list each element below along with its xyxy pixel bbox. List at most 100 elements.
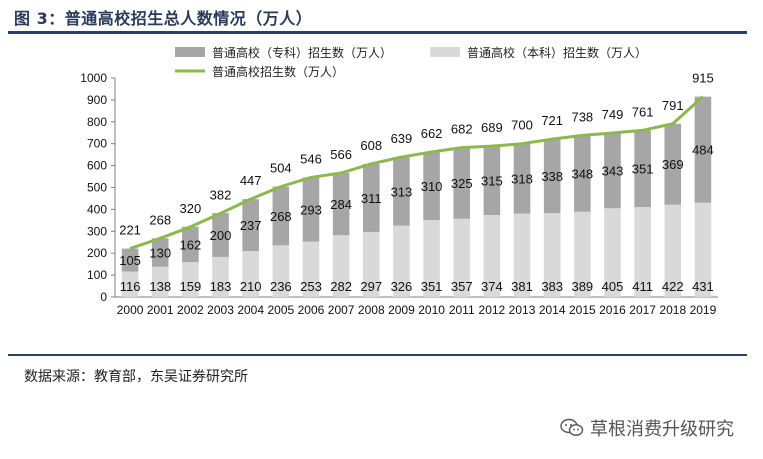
bar-vocational (574, 135, 591, 212)
title-rule (8, 31, 747, 34)
bar-vocational (664, 123, 682, 205)
y-tick-label: 300 (87, 224, 107, 238)
data-label-total: 608 (360, 138, 382, 153)
bar-bachelor (212, 256, 229, 297)
data-label-vocational: 484 (692, 143, 714, 158)
x-tick-label: 2012 (479, 303, 506, 317)
bar-bachelor (513, 213, 531, 297)
bar-vocational (513, 143, 531, 214)
data-label-vocational: 311 (361, 191, 382, 206)
data-label-total: 221 (119, 223, 141, 238)
bar-vocational (272, 186, 290, 246)
data-label-total: 504 (270, 161, 292, 176)
y-tick-label: 1000 (80, 71, 107, 85)
data-label-bachelor: 351 (421, 279, 443, 294)
bar-bachelor (543, 213, 561, 297)
x-tick-label: 2016 (599, 303, 626, 317)
y-tick-label: 700 (87, 137, 107, 151)
y-tick-label: 100 (87, 268, 107, 282)
data-label-total: 682 (451, 122, 473, 137)
data-label-vocational: 338 (541, 169, 563, 184)
data-label-vocational: 284 (330, 197, 352, 212)
x-tick-label: 2018 (659, 303, 686, 317)
data-label-bachelor: 236 (270, 279, 292, 294)
bar-vocational (483, 146, 501, 216)
data-label-vocational: 351 (632, 162, 654, 177)
data-label-total: 915 (692, 71, 714, 86)
y-tick-label: 900 (87, 93, 107, 107)
data-label-total: 761 (632, 104, 654, 119)
data-label-bachelor: 210 (240, 279, 262, 294)
data-label-bachelor: 381 (511, 279, 533, 294)
bar-vocational (634, 130, 651, 207)
bar-vocational (302, 177, 320, 242)
x-tick-label: 2009 (388, 303, 415, 317)
data-label-total: 791 (662, 98, 684, 113)
data-label-bachelor: 422 (662, 279, 684, 294)
data-label-vocational: 325 (451, 176, 473, 191)
x-tick-label: 2000 (117, 303, 144, 317)
data-label-total: 566 (330, 147, 352, 162)
legend-item-bachelor-swatch (430, 47, 460, 57)
bar-vocational (182, 226, 199, 263)
bar-vocational (694, 96, 712, 203)
bar-bachelor (634, 206, 651, 297)
data-label-vocational: 162 (180, 237, 202, 252)
x-tick-label: 2008 (358, 303, 385, 317)
bar-bachelor (332, 235, 350, 297)
total-line (129, 95, 704, 251)
data-label-vocational: 348 (571, 167, 593, 182)
data-label-total: 546 (300, 151, 322, 166)
x-tick-label: 2014 (539, 303, 566, 317)
source-rule (8, 354, 747, 356)
data-label-total: 700 (511, 118, 533, 133)
bar-vocational (212, 213, 229, 257)
legend-item-vocational-swatch (175, 47, 205, 57)
data-label-bachelor: 411 (632, 279, 653, 294)
y-tick-label: 400 (87, 202, 107, 216)
x-tick-label: 2011 (449, 303, 475, 317)
data-label-vocational: 315 (481, 174, 503, 189)
bar-vocational (393, 157, 410, 226)
bar-bachelor (664, 204, 682, 297)
bar-vocational (121, 248, 139, 272)
data-label-bachelor: 405 (602, 279, 624, 294)
data-label-bachelor: 431 (692, 279, 714, 294)
legend-item-bachelor: 普通高校（本科）招生数（万人） (467, 45, 647, 60)
data-label-bachelor: 116 (120, 279, 141, 294)
data-label-total: 662 (421, 126, 443, 141)
data-label-bachelor: 183 (210, 279, 232, 294)
data-label-total: 749 (602, 107, 624, 122)
bar-vocational (604, 133, 621, 209)
data-label-bachelor: 389 (571, 279, 593, 294)
data-label-total: 382 (210, 187, 232, 202)
bar-bachelor (423, 220, 440, 297)
bar-vocational (543, 139, 561, 214)
bar-bachelor (453, 218, 471, 297)
data-label-vocational: 310 (421, 179, 443, 194)
bar-bachelor (483, 215, 501, 297)
x-tick-label: 2007 (328, 303, 355, 317)
data-label-total: 721 (541, 113, 563, 128)
x-tick-label: 2015 (569, 303, 596, 317)
x-tick-label: 2003 (207, 303, 234, 317)
data-label-bachelor: 357 (451, 279, 473, 294)
bar-bachelor (574, 211, 591, 297)
figure-title: 图 3：普通高校招生总人数情况（万人） (14, 9, 313, 28)
x-tick-label: 2002 (177, 303, 204, 317)
bar-vocational (453, 147, 471, 219)
bar-bachelor (151, 266, 169, 297)
data-label-vocational: 313 (391, 184, 413, 199)
x-tick-label: 2010 (418, 303, 445, 317)
watermark: 草根消费升级研究 (560, 415, 734, 441)
bar-bachelor (302, 241, 320, 297)
bar-bachelor (182, 262, 199, 297)
data-label-total: 689 (481, 120, 503, 135)
bar-bachelor (694, 202, 712, 297)
data-label-vocational: 105 (119, 253, 141, 268)
bar-bachelor (242, 251, 259, 297)
bar-vocational (151, 238, 169, 267)
x-tick-label: 2005 (267, 303, 294, 317)
data-label-bachelor: 297 (360, 279, 382, 294)
bar-bachelor (604, 208, 621, 297)
